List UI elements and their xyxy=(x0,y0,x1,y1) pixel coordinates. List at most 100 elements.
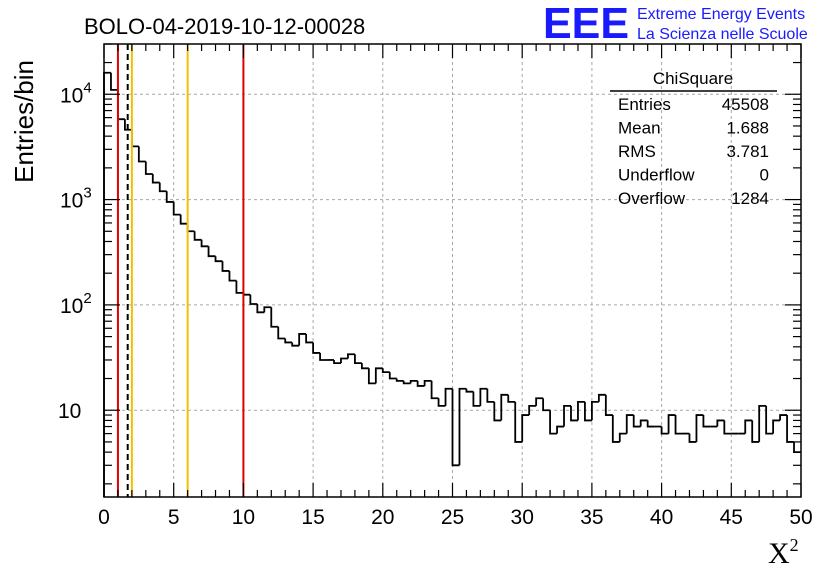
histogram-bin xyxy=(632,415,641,428)
x-tick-label: 20 xyxy=(371,506,394,529)
histogram-bin xyxy=(437,398,446,407)
histogram-bin xyxy=(528,404,537,416)
histogram-bin xyxy=(110,72,118,91)
histogram-bin xyxy=(367,368,376,385)
histogram-bin xyxy=(695,414,704,442)
histogram-bin xyxy=(235,280,244,294)
histogram-bin xyxy=(563,404,571,427)
histogram-bin xyxy=(486,388,495,403)
stats-label: Underflow xyxy=(618,166,695,185)
histogram-bin xyxy=(291,342,300,347)
histogram-bin xyxy=(388,372,397,380)
histogram-bin xyxy=(451,388,460,467)
histogram-bin xyxy=(256,303,265,314)
histogram-bin xyxy=(507,394,516,403)
histogram-bin xyxy=(193,231,202,241)
x-tick-label: 5 xyxy=(168,506,180,529)
histogram-bin xyxy=(214,256,223,263)
x-tick-label: 30 xyxy=(511,506,534,529)
histogram-bin xyxy=(305,333,314,344)
stats-label: RMS xyxy=(618,142,656,161)
histogram-bin xyxy=(472,391,481,407)
histogram-bin xyxy=(172,201,181,216)
y-tick-label: 103 xyxy=(60,185,92,213)
histogram-bin xyxy=(744,419,753,434)
histogram-bin xyxy=(702,415,711,428)
histogram-bin xyxy=(577,400,585,421)
y-tick-exponent: 4 xyxy=(83,79,91,96)
histogram-bin xyxy=(716,419,725,427)
y-tick-label: 10 xyxy=(58,400,81,423)
histogram-bin xyxy=(242,292,251,296)
stats-label: Mean xyxy=(618,119,661,138)
histogram-bin xyxy=(354,354,362,365)
x-tick-label: 45 xyxy=(720,506,743,529)
histogram-bin xyxy=(458,387,467,466)
histogram-bin xyxy=(312,342,321,354)
histogram-bin xyxy=(137,146,146,163)
eee-logo: EEE Extreme Energy Events La Scienza nel… xyxy=(543,0,808,48)
histogram-bin xyxy=(319,352,328,361)
marker-lines xyxy=(116,44,245,497)
y-tick-exponent: 2 xyxy=(83,290,91,307)
histogram-bin xyxy=(165,191,174,203)
histogram-bin xyxy=(416,380,425,387)
histogram-bin xyxy=(500,393,509,421)
stats-label: Overflow xyxy=(618,189,686,208)
y-tick-label: 102 xyxy=(60,290,92,318)
x-tick-label: 40 xyxy=(650,506,673,529)
histogram-bin xyxy=(151,173,160,184)
histogram-bin xyxy=(423,379,432,386)
histogram-bin xyxy=(674,415,683,435)
histogram-bin xyxy=(758,404,767,442)
x-axis-label-base: X xyxy=(768,537,790,570)
eee-logo-text: EEE xyxy=(543,0,629,48)
histogram-bin xyxy=(158,182,167,193)
x-axis-label-exp: 2 xyxy=(790,535,799,555)
x-tick-label: 50 xyxy=(789,506,812,529)
histogram-bin xyxy=(409,379,418,384)
histogram-bin xyxy=(124,119,132,131)
histogram-bin xyxy=(360,363,369,370)
histogram-bin xyxy=(556,425,565,434)
x-tick-label: 25 xyxy=(441,506,464,529)
stats-rows: Entries 45508 Mean 1.688 RMS 3.781 Underflow 0 O… xyxy=(618,95,769,208)
histogram-bin xyxy=(786,415,795,443)
histogram-bin xyxy=(200,239,209,248)
histogram-bin xyxy=(611,415,620,443)
y-tick-base: 10 xyxy=(58,400,81,423)
histogram-bin xyxy=(793,441,801,454)
histogram-bin xyxy=(751,420,760,443)
histogram-bin xyxy=(249,294,258,305)
x-axis-label: X2 xyxy=(768,535,799,570)
histogram-bin xyxy=(723,420,732,435)
histogram-bin xyxy=(277,326,286,340)
stats-value: 3.781 xyxy=(726,142,769,161)
histogram-bin xyxy=(270,307,279,328)
stats-value: 1.688 xyxy=(726,119,769,138)
x-tick-label: 10 xyxy=(232,506,255,529)
histogram-bin xyxy=(340,357,348,364)
histogram-bin xyxy=(618,432,627,442)
stats-title: ChiSquare xyxy=(653,69,733,88)
histogram-bin xyxy=(130,129,139,148)
histogram-bin xyxy=(646,420,655,428)
histogram-bin xyxy=(263,306,272,313)
histogram-bin xyxy=(765,405,774,435)
histogram-bin xyxy=(402,380,411,385)
x-tick-label: 15 xyxy=(301,506,324,529)
histogram-bin xyxy=(688,433,697,443)
histogram-bin xyxy=(479,387,488,406)
histogram-bin xyxy=(207,246,216,258)
histogram-bin xyxy=(570,405,578,422)
stats-value: 45508 xyxy=(722,95,769,114)
x-tick-label: 0 xyxy=(98,506,110,529)
histogram-bin xyxy=(597,393,606,402)
histogram-bin xyxy=(584,401,592,422)
histogram-bin xyxy=(298,333,307,346)
histogram-bin xyxy=(591,400,599,421)
histogram-bin xyxy=(284,338,293,344)
stats-label: Entries xyxy=(618,95,671,114)
